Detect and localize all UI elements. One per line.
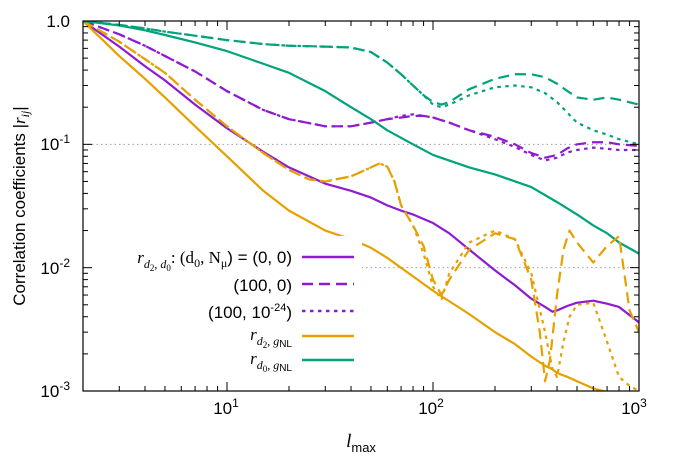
x-axis-title: lmax [346,431,376,455]
tick-marks [82,20,640,392]
y-tick-label-1e-3: 10-3 [40,379,70,401]
series-line-8 [83,21,639,146]
legend: rd2, d0: (d0, Nμ) = (0, 0) (100, 0) (100… [137,248,354,374]
legend-label-0: rd2, d0: (d0, Nμ) = (0, 0) [137,248,292,273]
legend-samples [302,255,354,362]
series-line-6 [83,21,639,391]
x-tick-label-1e1: 101 [213,396,239,418]
y-tick-label-1e-2: 10-2 [40,256,70,278]
x-tick-label-1e2: 102 [418,396,444,418]
series-line-3 [83,21,639,391]
legend-label-1: (100, 0) [233,276,292,295]
legend-label-4: rd0, gNL [250,349,292,374]
legend-label-2: (100, 10-24) [208,302,292,322]
y-tick-label-1e-1: 10-1 [40,132,70,154]
series-layer [83,21,639,391]
series-line-1 [83,21,639,159]
legend-label-3: rd2, gNL [250,325,292,350]
series-line-4 [83,21,639,255]
y-tick-label-1: 1.0 [46,12,70,31]
plot-frame [82,20,640,392]
x-tick-label-1e3: 103 [621,396,647,418]
series-line-7 [83,21,639,106]
series-line-0 [83,21,639,324]
series-line-2 [83,21,639,162]
reference-lines [83,143,639,269]
y-axis-title: Correlation coefficients |rij| [10,106,32,305]
